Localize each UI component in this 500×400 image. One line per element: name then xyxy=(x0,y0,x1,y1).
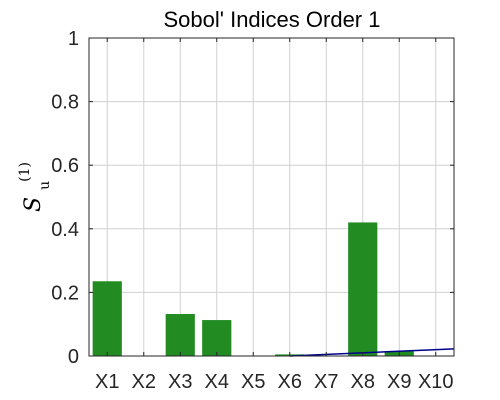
plot-area xyxy=(89,38,454,356)
x-tick-label-x4: X4 xyxy=(205,371,229,393)
y-tick-label-5: 1 xyxy=(68,28,79,50)
bar-x8 xyxy=(348,222,378,356)
chart-title: Sobol' Indices Order 1 xyxy=(164,7,381,32)
x-tick-label-x5: X5 xyxy=(241,371,265,393)
bar-x3 xyxy=(165,314,195,356)
x-tick-label-x9: X9 xyxy=(387,371,411,393)
x-tick-label-x7: X7 xyxy=(314,371,338,393)
bar-x4 xyxy=(202,320,232,356)
y-tick-label-4: 0.8 xyxy=(51,92,79,114)
x-tick-label-x6: X6 xyxy=(278,371,302,393)
y-tick-label-2: 0.4 xyxy=(51,219,79,241)
trend-lines xyxy=(289,348,455,357)
y-axis-label: S u (1) xyxy=(17,162,55,212)
axes xyxy=(88,37,455,357)
tick-labels: X1 X2 X3 X4 X5 X6 X7 X8 X9 X10 0 0.2 0.4 0.6 0.8 1 xyxy=(51,28,453,393)
y-tick-label-3: 0.6 xyxy=(51,155,79,177)
axes-box xyxy=(88,37,455,357)
bar-x1 xyxy=(92,281,122,356)
x-tick-label-x10: X10 xyxy=(418,371,454,393)
y-tick-label-1: 0.2 xyxy=(51,282,79,304)
y-axis-label-sup: (1) xyxy=(17,162,33,182)
y-axis-label-base: S xyxy=(21,197,46,212)
y-tick-label-0: 0 xyxy=(68,346,79,368)
x-tick-label-x8: X8 xyxy=(351,371,375,393)
trend-line xyxy=(289,348,455,357)
x-tick-label-x1: X1 xyxy=(95,371,119,393)
bars xyxy=(92,222,414,356)
x-tick-label-x3: X3 xyxy=(168,371,192,393)
x-tick-label-x2: X2 xyxy=(132,371,156,393)
y-axis-label-sub: u xyxy=(37,181,53,190)
